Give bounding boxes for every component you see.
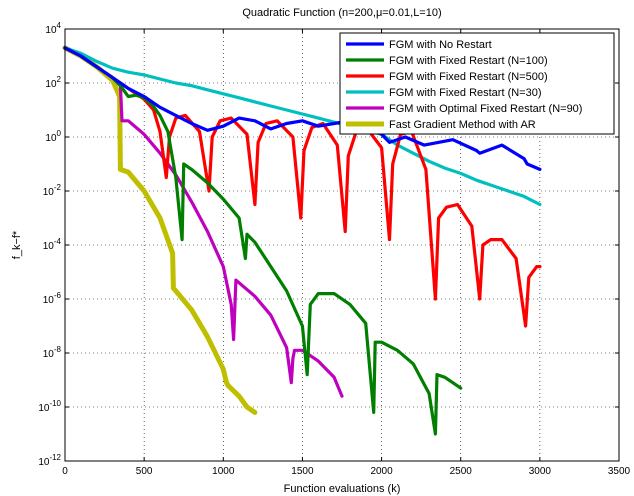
y-tick-label: 10-12 [38, 453, 61, 468]
x-tick-label: 2500 [450, 466, 473, 477]
legend: FGM with No Restart FGM with Fixed Restar… [339, 32, 615, 135]
series-layer [62, 45, 542, 436]
x-tick-label: 3000 [529, 466, 552, 477]
series-line-4 [63, 46, 344, 398]
chart-title: Quadratic Function (n=200,μ=0.01,L=10) [242, 7, 441, 19]
series-line-5 [62, 45, 258, 415]
plot-frame [64, 28, 620, 462]
legend-label-2: FGM with Fixed Restart (N=500) [389, 71, 548, 83]
legend-box [339, 32, 615, 135]
legend-label-1: FGM with Fixed Restart (N=100) [389, 55, 548, 67]
y-tick-label: 100 [45, 129, 61, 144]
y-tick-label: 102 [45, 75, 61, 90]
y-tick-label: 10-8 [43, 345, 62, 360]
x-tick-label: 3500 [608, 466, 631, 477]
x-tick-label: 1000 [212, 466, 235, 477]
y-tick-label: 104 [45, 21, 61, 36]
series-line-1 [63, 46, 463, 436]
y-tick-label: 10-10 [38, 399, 61, 414]
x-tick-label: 500 [136, 466, 153, 477]
x-tick-label: 1500 [291, 466, 314, 477]
legend-label-3: FGM with Fixed Restart (N=30) [389, 87, 542, 99]
series-line-0 [63, 46, 542, 171]
legend-label-5: Fast Gradient Method with AR [389, 119, 536, 131]
x-axis-title: Function evaluations (k) [284, 483, 401, 495]
y-axis-title: f_k−f* [11, 230, 23, 259]
y-tick-label: 10-2 [43, 183, 62, 198]
series-line-3 [63, 46, 542, 207]
legend-label-4: FGM with Optimal Fixed Restart (N=90) [389, 103, 582, 115]
x-tick-label: 0 [62, 466, 68, 477]
x-tick-label: 2000 [370, 466, 393, 477]
y-tick-labels: 104 102 100 10-2 10-4 10-6 10-8 10-10 10-12 [38, 21, 61, 468]
y-tick-label: 10-4 [43, 237, 62, 252]
legend-label-0: FGM with No Restart [389, 39, 492, 51]
x-tick-labels: 0 500 1000 1500 2000 2500 3000 3500 [62, 466, 630, 477]
y-tick-label: 10-6 [43, 291, 62, 306]
